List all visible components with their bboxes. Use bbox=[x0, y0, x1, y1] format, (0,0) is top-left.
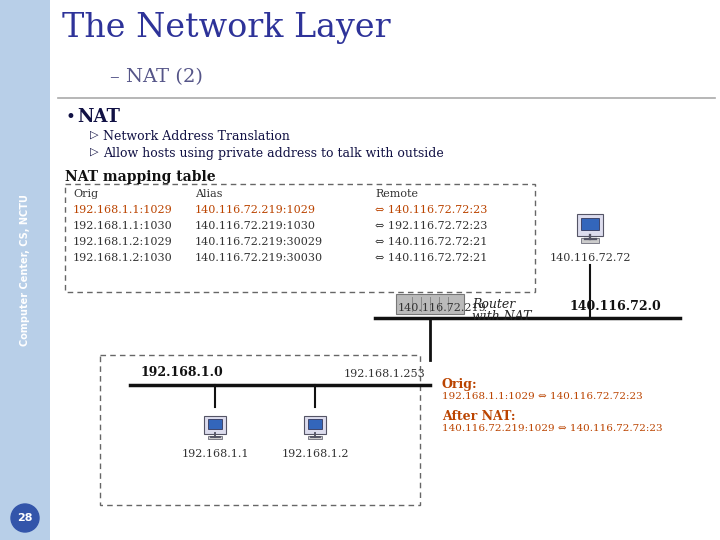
Text: 192.168.1.0: 192.168.1.0 bbox=[140, 366, 222, 379]
Text: Network Address Translation: Network Address Translation bbox=[103, 130, 290, 143]
Text: Alias: Alias bbox=[195, 189, 222, 199]
Text: 140.116.72.219:1030: 140.116.72.219:1030 bbox=[195, 221, 316, 231]
Text: with NAT: with NAT bbox=[472, 310, 531, 323]
Text: ▷: ▷ bbox=[90, 130, 99, 140]
Text: 140.116.72.219:30029: 140.116.72.219:30029 bbox=[195, 237, 323, 247]
FancyBboxPatch shape bbox=[65, 184, 535, 292]
Text: 140.116.72.72: 140.116.72.72 bbox=[549, 253, 631, 263]
Text: 140.116.72.219:30030: 140.116.72.219:30030 bbox=[195, 253, 323, 263]
Bar bbox=[308, 436, 323, 440]
Text: ⇔ 140.116.72.72:21: ⇔ 140.116.72.72:21 bbox=[375, 253, 487, 263]
Bar bbox=[307, 418, 323, 429]
Text: 28: 28 bbox=[17, 513, 32, 523]
Text: Allow hosts using private address to talk with outside: Allow hosts using private address to tal… bbox=[103, 147, 444, 160]
Bar bbox=[208, 436, 222, 440]
Text: Computer Center, CS, NCTU: Computer Center, CS, NCTU bbox=[20, 194, 30, 346]
Text: 140.116.72.219:1029: 140.116.72.219:1029 bbox=[195, 205, 316, 215]
Text: NAT: NAT bbox=[77, 108, 120, 126]
Text: 192.168.1.1:1029: 192.168.1.1:1029 bbox=[73, 205, 173, 215]
Text: 192.168.1.2:1030: 192.168.1.2:1030 bbox=[73, 253, 173, 263]
Text: Remote: Remote bbox=[375, 189, 418, 199]
FancyBboxPatch shape bbox=[204, 416, 226, 434]
FancyBboxPatch shape bbox=[100, 355, 420, 505]
Text: 192.168.1.1:1029 ⇔ 140.116.72.72:23: 192.168.1.1:1029 ⇔ 140.116.72.72:23 bbox=[442, 392, 643, 401]
Text: 192.168.1.1: 192.168.1.1 bbox=[181, 449, 248, 459]
Text: 192.168.1.1:1030: 192.168.1.1:1030 bbox=[73, 221, 173, 231]
Text: •: • bbox=[65, 108, 75, 126]
Text: Orig:: Orig: bbox=[442, 378, 477, 391]
Text: – NAT (2): – NAT (2) bbox=[110, 68, 203, 86]
Text: 140.116.72.0: 140.116.72.0 bbox=[569, 300, 661, 313]
Text: Router: Router bbox=[472, 298, 516, 311]
Text: ⇔ 192.116.72.72:23: ⇔ 192.116.72.72:23 bbox=[375, 221, 487, 231]
Bar bbox=[0, 0, 50, 540]
Text: 192.168.1.2:1029: 192.168.1.2:1029 bbox=[73, 237, 173, 247]
Bar bbox=[581, 218, 599, 231]
Text: ⇔ 140.116.72.72:23: ⇔ 140.116.72.72:23 bbox=[375, 205, 487, 215]
Bar bbox=[207, 418, 222, 429]
FancyBboxPatch shape bbox=[396, 294, 464, 314]
Circle shape bbox=[11, 504, 39, 532]
Text: After NAT:: After NAT: bbox=[442, 410, 516, 423]
Text: NAT mapping table: NAT mapping table bbox=[65, 170, 215, 184]
FancyBboxPatch shape bbox=[304, 416, 326, 434]
Text: ▷: ▷ bbox=[90, 147, 99, 157]
Text: ⇔ 140.116.72.72:21: ⇔ 140.116.72.72:21 bbox=[375, 237, 487, 247]
Text: 140.116.72.219: 140.116.72.219 bbox=[398, 303, 487, 313]
Text: 192.168.1.253: 192.168.1.253 bbox=[343, 369, 425, 379]
FancyBboxPatch shape bbox=[577, 214, 603, 236]
Text: The Network Layer: The Network Layer bbox=[62, 12, 391, 44]
Text: Orig: Orig bbox=[73, 189, 98, 199]
Bar bbox=[581, 238, 599, 242]
Text: 140.116.72.219:1029 ⇔ 140.116.72.72:23: 140.116.72.219:1029 ⇔ 140.116.72.72:23 bbox=[442, 424, 662, 433]
Text: 192.168.1.2: 192.168.1.2 bbox=[282, 449, 348, 459]
